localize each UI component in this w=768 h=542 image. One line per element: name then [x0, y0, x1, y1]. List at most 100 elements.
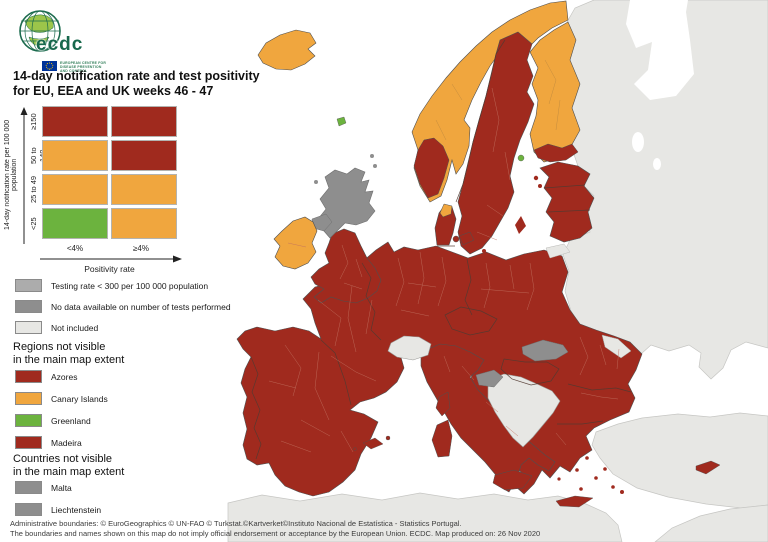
- map-region-balearics: [353, 435, 391, 451]
- matrix-cell-r1c1: [111, 140, 177, 171]
- ecdc-logo: ecdc EUROPEAN CENTRE FOR DISEASE PREVENT…: [12, 6, 132, 73]
- legend-item-madeira: Madeira: [15, 436, 82, 449]
- map-region-cyprus: [695, 460, 721, 475]
- not-included-swatch: [15, 321, 42, 334]
- map-region-corsica: [435, 391, 451, 417]
- map-region-kaliningrad: [545, 243, 571, 259]
- eu-flag-icon: [42, 61, 57, 71]
- white-sea: [626, 0, 694, 100]
- map-title-line2: for EU, EEA and UK weeks 46 - 47: [13, 84, 214, 98]
- lake: [632, 132, 644, 152]
- no-data-label: No data available on number of tests per…: [51, 301, 231, 312]
- matrix-x-axis-arrow-icon: [40, 255, 182, 263]
- liechtenstein-swatch: [15, 503, 42, 516]
- map-region-western-balkans: [487, 373, 561, 448]
- madeira-label: Madeira: [51, 437, 82, 448]
- legend-item-azores: Azores: [15, 370, 77, 383]
- region-borders: [268, 87, 620, 453]
- map-region-sicily: [492, 469, 533, 491]
- legend-item-not-included: Not included: [15, 321, 98, 334]
- map-region-switzerland: [387, 335, 432, 361]
- legend-item-no-data: No data available on number of tests per…: [15, 300, 231, 313]
- matrix-x-axis-label: Positivity rate: [84, 264, 135, 274]
- canary-islands-swatch: [15, 392, 42, 405]
- matrix-row-label-2: 25 to 49: [29, 175, 38, 204]
- map-region-baltics: [539, 161, 595, 243]
- matrix-cell-r1c0: [42, 140, 108, 171]
- matrix-cell-r3c0: [42, 208, 108, 239]
- map-region-norway-southwest: [413, 137, 450, 199]
- greenland-label: Greenland: [51, 415, 91, 426]
- matrix-cell-r3c1: [111, 208, 177, 239]
- map-region-finland: [529, 21, 581, 163]
- ecdc-logo-word: ecdc: [36, 34, 84, 55]
- azores-label: Azores: [51, 371, 78, 382]
- ecdc-globe-icon: [19, 10, 61, 52]
- map-region-moldova: [601, 334, 632, 359]
- matrix-row-label-0: ≥150: [29, 113, 38, 130]
- map-region-iceland: [257, 29, 317, 71]
- map-region-north-africa: [227, 492, 623, 542]
- malta-label: Malta: [51, 482, 72, 493]
- matrix-col-labels: <4% ≥4%: [42, 244, 177, 253]
- map-region-norway: [411, 0, 569, 203]
- map-region-faroe: [336, 116, 347, 127]
- footer-line2: The boundaries and names shown on this m…: [10, 528, 541, 538]
- matrix-cell-r0c0: [42, 106, 108, 137]
- map-region-scotland-islands: [314, 154, 377, 184]
- matrix-cells: [42, 106, 177, 239]
- map-region-gotland: [515, 216, 526, 234]
- legend-item-canary-islands: Canary Islands: [15, 392, 108, 405]
- matrix-cell-r2c0: [42, 174, 108, 205]
- map-region-denmark-north-tip: [439, 203, 453, 218]
- region-borders-nordic: [435, 59, 561, 141]
- map-region-ireland: [273, 216, 318, 270]
- map-region-middle-east: [654, 504, 768, 542]
- map-region-slovakia: [521, 339, 569, 362]
- matrix-y-axis-label: 14-day notification rate per 100 000 pop…: [4, 119, 18, 231]
- map-region-bornholm: [482, 249, 486, 253]
- map-region-scotland: [317, 167, 376, 239]
- legend-item-greenland: Greenland: [15, 414, 91, 427]
- matrix-row-label-3: <25: [29, 217, 38, 230]
- map-title-line1: 14-day notification rate and test positi…: [13, 69, 260, 83]
- map-region-crete: [555, 495, 594, 508]
- map-region-denmark-islands: [452, 231, 475, 246]
- matrix-col-label-1: ≥4%: [133, 244, 149, 253]
- no-data-swatch: [15, 300, 42, 313]
- azores-swatch: [15, 370, 42, 383]
- liechtenstein-label: Liechtenstein: [51, 504, 102, 515]
- country-borders: [250, 39, 632, 460]
- footer-line1: Administrative boundaries: © EuroGeograp…: [10, 519, 462, 528]
- testing-rate-swatch: [15, 279, 42, 292]
- map-title: 14-day notification rate and test positi…: [13, 69, 260, 99]
- legend-item-liechtenstein: Liechtenstein: [15, 503, 101, 516]
- testing-rate-label: Testing rate < 300 per 100 000 populatio…: [51, 280, 209, 291]
- map-region-aland: [517, 154, 525, 162]
- lake: [653, 158, 661, 170]
- madeira-swatch: [15, 436, 42, 449]
- regions-not-visible-heading: Regions not visible in the main map exte…: [13, 341, 125, 366]
- map-region-england-wales: [310, 228, 382, 304]
- map-region-turkey: [591, 412, 768, 509]
- legend-item-testing-rate: Testing rate < 300 per 100 000 populatio…: [15, 279, 208, 292]
- matrix-cell-r2c1: [111, 174, 177, 205]
- map-footer: Administrative boundaries: © EuroGeograp…: [10, 519, 540, 538]
- countries-not-visible-heading: Countries not visible in the main map ex…: [13, 453, 125, 478]
- greenland-swatch: [15, 414, 42, 427]
- map-region-sardinia: [431, 419, 453, 458]
- not-included-label: Not included: [51, 322, 99, 333]
- matrix-cell-r0c1: [111, 106, 177, 137]
- map-region-estonia-islands: [533, 175, 542, 188]
- legend-item-malta: Malta: [15, 481, 72, 494]
- map-region-aegean-islands: [557, 456, 624, 494]
- matrix-col-label-0: <4%: [66, 244, 84, 253]
- matrix-y-axis-arrow-icon: [20, 107, 28, 244]
- map-region-slovenia: [475, 369, 504, 388]
- malta-swatch: [15, 481, 42, 494]
- ecdc-logo-subtext: EUROPEAN CENTRE FOR DISEASE PREVENTION A…: [60, 61, 106, 73]
- map-region-finland-south: [533, 143, 579, 163]
- canary-islands-label: Canary Islands: [51, 393, 108, 404]
